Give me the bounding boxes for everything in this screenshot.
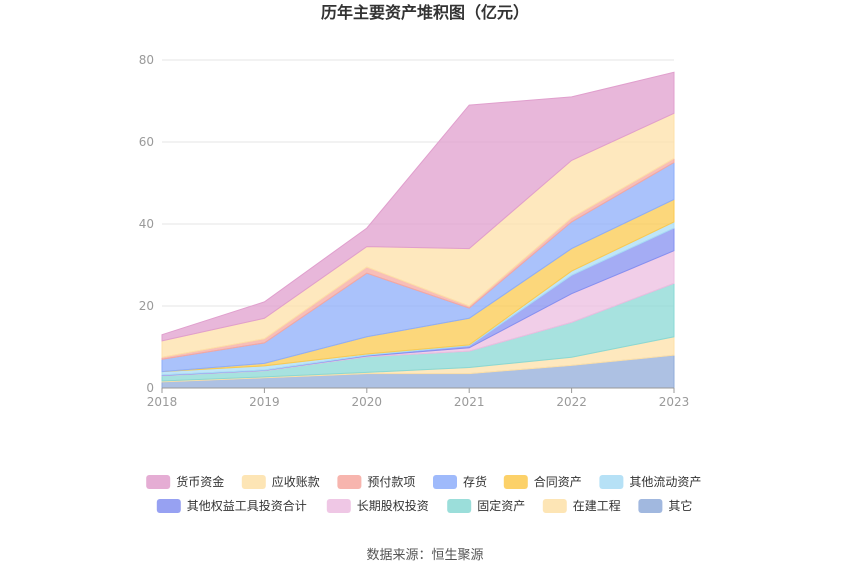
x-tick-label: 2020 [352,395,383,409]
legend-swatch [599,475,624,489]
area-series [161,71,675,389]
legend-label: 其他流动资产 [629,475,701,489]
legend-item[interactable]: 存货 [433,474,487,489]
legend-label: 在建工程 [573,498,621,513]
legend-item[interactable]: 货币资金 [146,474,224,489]
legend-swatch [337,475,362,489]
legend-label: 合同资产 [534,474,582,489]
legend-label: 长期股权投资 [357,498,429,513]
legend-item[interactable]: 长期股权投资 [326,498,429,513]
legend-label: 预付款项 [367,475,415,489]
legend-swatch [156,499,181,513]
legend-swatch [241,475,266,489]
legend-label: 应收账款 [272,474,320,489]
y-tick-label: 20 [139,299,154,313]
legend-label: 存货 [463,474,487,489]
legend-item[interactable]: 固定资产 [447,498,525,513]
legend-swatch [326,499,351,513]
legend-item[interactable]: 其他流动资产 [599,475,701,489]
y-tick-label: 60 [139,135,154,149]
x-tick-label: 2022 [556,395,587,409]
legend-swatch [503,475,528,489]
legend-item[interactable]: 在建工程 [542,498,621,513]
x-tick-label: 2021 [454,395,485,409]
y-tick-label: 40 [139,217,154,231]
legend-label: 货币资金 [176,474,224,489]
legend-swatch [638,499,663,513]
x-tick-label: 2019 [249,395,280,409]
legend-label: 其它 [668,498,692,513]
legend-swatch [542,499,567,513]
legend-item[interactable]: 应收账款 [241,474,320,489]
legend-item[interactable]: 预付款项 [337,475,415,489]
legend-item[interactable]: 其他权益工具投资合计 [156,498,307,513]
x-tick-label: 2018 [147,395,178,409]
legend-swatch [447,499,472,513]
legend-item[interactable]: 其它 [638,498,692,513]
chart-title: 历年主要资产堆积图（亿元） [321,3,529,22]
legend-label: 固定资产 [477,498,525,513]
area-10 [161,71,675,342]
axes: 0 20 40 60 80 2018 2019 2020 2021 2022 2023 [139,53,690,409]
legend-label: 其他权益工具投资合计 [187,498,307,513]
y-tick-label: 0 [146,381,154,395]
y-tick-label: 80 [139,53,154,67]
legend-swatch [433,475,457,489]
legend-item[interactable]: 合同资产 [503,474,582,489]
source-text: 数据来源：恒生聚源 [366,548,483,563]
x-tick-label: 2023 [659,395,690,409]
legend-swatch [146,475,171,489]
